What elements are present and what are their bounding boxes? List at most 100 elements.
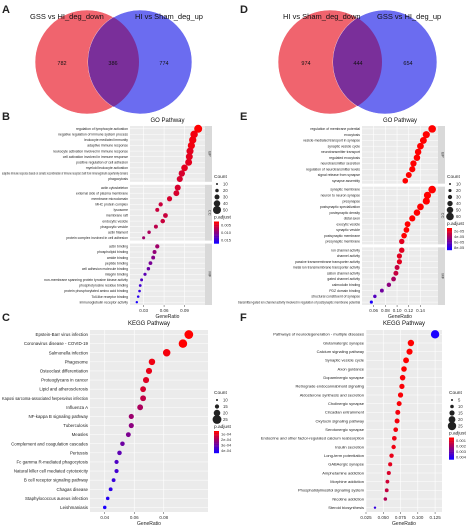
plot-b-legend-count-dot <box>216 183 218 185</box>
plot-e-dot <box>396 259 403 265</box>
plot-c-legend-padj-label: 4e-04 <box>221 448 232 453</box>
plot-b-legend-count-label: 20 <box>223 188 228 193</box>
plot-f-legend-count-label: 20 <box>458 417 463 422</box>
plot-c-dot <box>102 505 107 510</box>
plot-e-term-label: distal axon <box>344 217 360 221</box>
plot-c-legend-count-title: Count <box>214 390 227 396</box>
plot-f-legend-padj-gradient <box>449 443 454 446</box>
plot-b-x-tick-label: 0.06 <box>160 308 169 313</box>
plot-b-term-label: phagocytic vesicle <box>100 225 128 229</box>
plot-e-legend-count-dot <box>448 188 452 193</box>
plot-b-legend-count-dot <box>215 188 219 193</box>
plot-f-term-label: Retrograde endocannabinoid signaling <box>296 384 365 389</box>
plot-b-legend-padj-gradient <box>214 241 219 244</box>
plot-e-term-label: ion channel activity <box>331 248 360 252</box>
plot-b-facet-label: MF <box>208 271 213 277</box>
plot-f-dot <box>395 409 401 415</box>
plot-b-term-label: peptide binding <box>105 261 128 265</box>
plot-c-term-label: Fc gamma R-mediated phagocytosis <box>16 459 88 464</box>
plot-e-dot <box>428 185 436 194</box>
plot-b-term-label: non-membrane spanning protein tyrosine k… <box>44 278 128 282</box>
plot-e-legend-padj-gradient <box>447 248 452 251</box>
plot-f-dot <box>406 348 413 355</box>
plot-b-legend-count-dot <box>213 200 221 207</box>
plot-e-facet-strip <box>438 126 445 184</box>
plot-b-term-label: MHC protein complex <box>95 203 128 207</box>
plot-e-term-label: metal ion transmembrane transporter acti… <box>293 266 360 270</box>
plot-e-legend-count-label: 40 <box>456 201 461 206</box>
plot-e-term-label: neurotransmitter secretion <box>321 162 361 166</box>
plot-b-term-label: phosphotyrosine residue binding <box>79 284 128 288</box>
plot-b-legend-count-title: Count <box>214 174 227 180</box>
plot-e-legend-count-dot <box>447 200 453 207</box>
plot-c-term-label: NF-kappa B signaling pathway <box>28 414 88 419</box>
plot-b-dot <box>189 136 197 144</box>
plot-f-legend-padj-gradient <box>449 448 454 451</box>
plot-c-term-label: Leishmaniasis <box>60 505 89 510</box>
plot-e-legend-count-label: 60 <box>456 214 461 219</box>
plot-e-dot <box>417 142 424 150</box>
plot-c-legend-padj-gradient <box>214 437 219 440</box>
plot-e-legend-padj-gradient <box>447 239 452 241</box>
plot-f-title: KEGG Pathway <box>383 321 425 327</box>
plot-c-panel-bg <box>90 330 208 512</box>
plot-c-dot <box>137 404 144 411</box>
plot-f-dot <box>401 366 407 372</box>
plot-f-term-label: Glutamatergic synapse <box>323 340 365 345</box>
plot-b-dot <box>140 278 144 282</box>
plot-f-dot <box>384 488 389 493</box>
plot-c-legend-padj-gradient <box>214 442 219 444</box>
plot-c-legend-padj-gradient <box>214 431 219 433</box>
plot-b-legend-padj-gradient <box>214 240 219 243</box>
plot-b-dot <box>194 124 203 133</box>
plot-b-dot <box>142 236 146 240</box>
plot-b-dot <box>160 218 165 224</box>
plot-f-legend-padj-gradient <box>449 440 454 443</box>
plot-f-term-label: Oxytocin signaling pathway <box>316 418 364 423</box>
plot-e-legend-count-dot <box>446 212 454 221</box>
plot-e-x-tick-label: 0.12 <box>404 308 413 313</box>
plot-b-dot <box>143 272 147 276</box>
plot-b-dot <box>146 266 151 271</box>
plot-f-legend-padj-label: 0.004 <box>456 454 467 459</box>
panel-letter-a: A <box>2 4 10 16</box>
plot-e-legend-count-label: 20 <box>456 188 461 193</box>
plot-e-dot <box>396 253 403 259</box>
plot-f-legend-padj-label: 0.001 <box>456 438 467 443</box>
plot-c-dot <box>184 330 194 339</box>
plot-f-x-tick-label: 0.125 <box>429 515 441 520</box>
plot-b-term-label: phagocytosis <box>108 177 128 181</box>
plot-c-legend-padj-gradient <box>214 438 219 441</box>
plot-c-dot <box>178 339 188 348</box>
plot-f-x-axis-label: GeneRatio <box>392 521 416 527</box>
plot-c-legend-count-label: 10 <box>223 398 228 403</box>
plot-e-legend-count-dot <box>446 206 454 214</box>
plot-b-dot <box>148 261 153 266</box>
plot-b-term-label: myeloid leukocyte activation <box>86 166 128 170</box>
plot-b-legend-count-label: 30 <box>223 195 228 200</box>
plot-f-legend-padj-gradient <box>449 437 454 440</box>
plot-f-term-label: GABAergic synapse <box>328 462 365 467</box>
plot-f-term-label: Circadian entrainment <box>325 410 365 415</box>
venn-a-left-label: GSS vs HI_deg_down <box>30 12 104 21</box>
plot-e-legend-padj-gradient <box>447 242 452 244</box>
plot-b-term-label: positive regulation of cell adhesion <box>76 160 128 164</box>
plot-c-x-tick-label: 0.04 <box>100 515 109 520</box>
plot-b-term-label: actin filament <box>108 230 128 234</box>
plot-c-legend-padj-gradient <box>214 440 219 443</box>
plot-e-dot <box>410 160 417 167</box>
plot-b-legend-padj-gradient <box>214 227 219 230</box>
plot-e-term-label: presynaptic membrane <box>326 240 361 244</box>
plot-c-dot <box>114 468 119 474</box>
plot-f-term-label: Amphetamine addiction <box>322 470 364 475</box>
plot-c-legend-padj-gradient <box>214 448 219 451</box>
plot-c-dot <box>128 422 134 429</box>
plot-e-term-label: postsynaptic density <box>329 211 360 215</box>
plot-e-dot <box>373 294 377 299</box>
plot-b-term-label: protein complex involved in cell adhesio… <box>66 236 128 240</box>
plot-f-legend-count-label: 25 <box>458 424 463 429</box>
plot-b-dot <box>178 170 186 177</box>
plot-c-legend-padj-gradient <box>214 443 219 446</box>
plot-e-legend-padj-gradient <box>447 240 452 243</box>
plot-c-legend-padj-gradient <box>214 432 219 435</box>
